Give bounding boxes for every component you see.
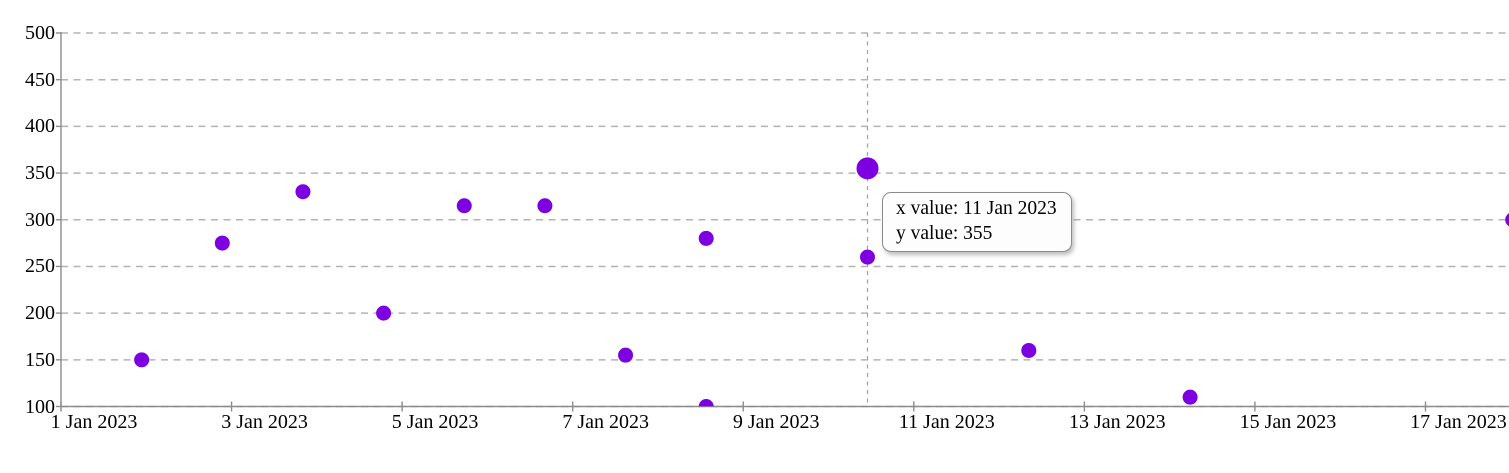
y-axis-label: 300 <box>25 208 55 231</box>
y-axis-label: 150 <box>25 348 55 371</box>
x-axis-label: 15 Jan 2023 <box>1239 411 1337 433</box>
data-point[interactable] <box>456 198 472 214</box>
x-axis-label: 17 Jan 2023 <box>1410 411 1507 433</box>
y-axis-label: 350 <box>25 162 55 185</box>
data-point[interactable] <box>1021 342 1037 358</box>
data-point[interactable] <box>698 399 714 414</box>
y-axis-label: 250 <box>25 255 55 278</box>
x-axis-label: 1 Jan 2023 <box>50 411 138 433</box>
data-point[interactable] <box>537 198 553 214</box>
data-point-highlighted[interactable] <box>856 157 879 180</box>
y-axis-label: 100 <box>25 395 55 418</box>
x-axis-label: 9 Jan 2023 <box>732 411 820 433</box>
data-point[interactable] <box>1182 389 1198 405</box>
tooltip: x value: 11 Jan 2023 y value: 355 <box>882 192 1072 252</box>
data-point[interactable] <box>376 305 392 321</box>
data-point[interactable] <box>134 352 150 368</box>
y-axis-label: 400 <box>25 115 55 138</box>
tooltip-y-value: y value: 355 <box>896 223 993 244</box>
x-axis-label: 11 Jan 2023 <box>898 411 995 433</box>
data-point[interactable] <box>214 235 230 251</box>
y-axis-label: 500 <box>25 22 55 44</box>
y-axis-label: 450 <box>25 68 55 91</box>
x-axis-label: 13 Jan 2023 <box>1069 411 1166 433</box>
x-axis-label: 5 Jan 2023 <box>391 411 479 433</box>
x-axis-label: 7 Jan 2023 <box>562 411 650 433</box>
tooltip-x-value: x value: 11 Jan 2023 <box>896 198 1057 219</box>
data-point[interactable] <box>618 347 634 363</box>
data-point[interactable] <box>860 249 875 265</box>
x-axis-label: 3 Jan 2023 <box>221 411 308 433</box>
y-axis-label: 200 <box>25 302 55 325</box>
data-point[interactable] <box>698 230 714 246</box>
data-point[interactable] <box>1505 212 1509 227</box>
data-point[interactable] <box>295 184 311 200</box>
